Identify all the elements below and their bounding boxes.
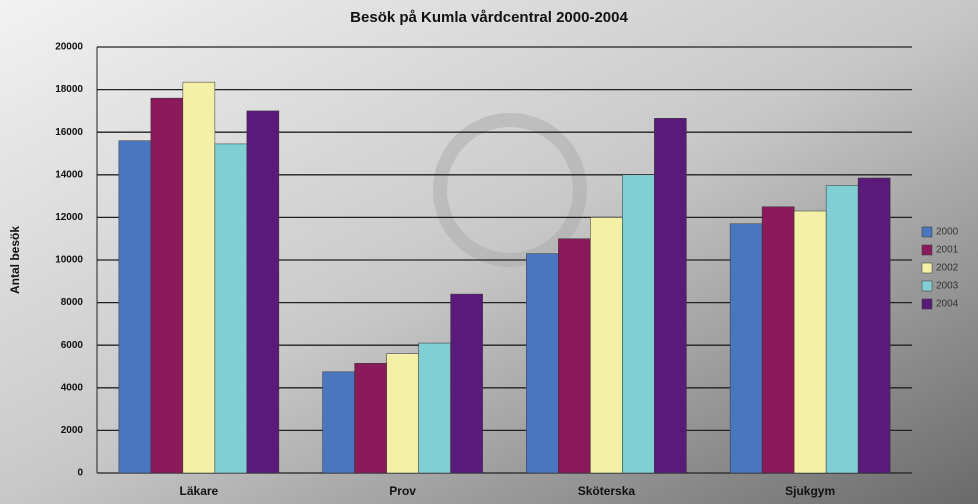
bar bbox=[825, 185, 859, 474]
bar bbox=[622, 174, 655, 474]
legend-label: 2001 bbox=[936, 245, 959, 256]
bar bbox=[793, 210, 827, 474]
legend-swatch bbox=[921, 262, 933, 274]
bar bbox=[450, 293, 483, 474]
bar bbox=[246, 110, 280, 474]
y-tick-label: 6000 bbox=[61, 340, 84, 351]
y-tick-label: 4000 bbox=[61, 382, 84, 393]
x-tick-label: Prov bbox=[389, 484, 416, 498]
legend-label: 2000 bbox=[936, 227, 959, 238]
y-tick-label: 12000 bbox=[55, 212, 83, 223]
bar bbox=[558, 238, 591, 474]
x-tick-label: Sköterska bbox=[578, 484, 636, 498]
bar bbox=[354, 363, 387, 474]
bar bbox=[150, 97, 184, 474]
legend-swatch bbox=[921, 298, 933, 310]
legend-swatch bbox=[921, 244, 933, 256]
y-tick-label: 8000 bbox=[61, 297, 84, 308]
y-tick-label: 18000 bbox=[55, 84, 83, 95]
x-tick-label: Läkare bbox=[180, 484, 219, 498]
y-axis-label: Antal besök bbox=[8, 226, 22, 294]
bar bbox=[118, 140, 152, 474]
y-tick-label: 2000 bbox=[61, 425, 84, 436]
x-tick-label: Sjukgym bbox=[785, 484, 835, 498]
y-tick-label: 14000 bbox=[55, 169, 83, 180]
legend-label: 2004 bbox=[936, 299, 959, 310]
bar bbox=[857, 177, 891, 474]
y-tick-label: 20000 bbox=[55, 42, 83, 53]
bar bbox=[322, 371, 355, 474]
chart-title: Besök på Kumla vårdcentral 2000-2004 bbox=[350, 9, 628, 26]
bar bbox=[729, 223, 763, 474]
legend-swatch bbox=[921, 226, 933, 238]
bar bbox=[214, 143, 248, 474]
legend-label: 2003 bbox=[936, 281, 959, 292]
legend-swatch bbox=[921, 280, 933, 292]
bar bbox=[654, 118, 687, 474]
bar bbox=[386, 353, 419, 474]
bar bbox=[761, 206, 795, 474]
bar bbox=[526, 253, 559, 474]
bar bbox=[418, 342, 451, 474]
bar bbox=[590, 217, 623, 474]
y-tick-label: 10000 bbox=[55, 255, 83, 266]
y-tick-label: 16000 bbox=[55, 127, 83, 138]
legend-label: 2002 bbox=[936, 263, 959, 274]
y-tick-label: 0 bbox=[77, 468, 83, 479]
bar bbox=[182, 81, 216, 474]
